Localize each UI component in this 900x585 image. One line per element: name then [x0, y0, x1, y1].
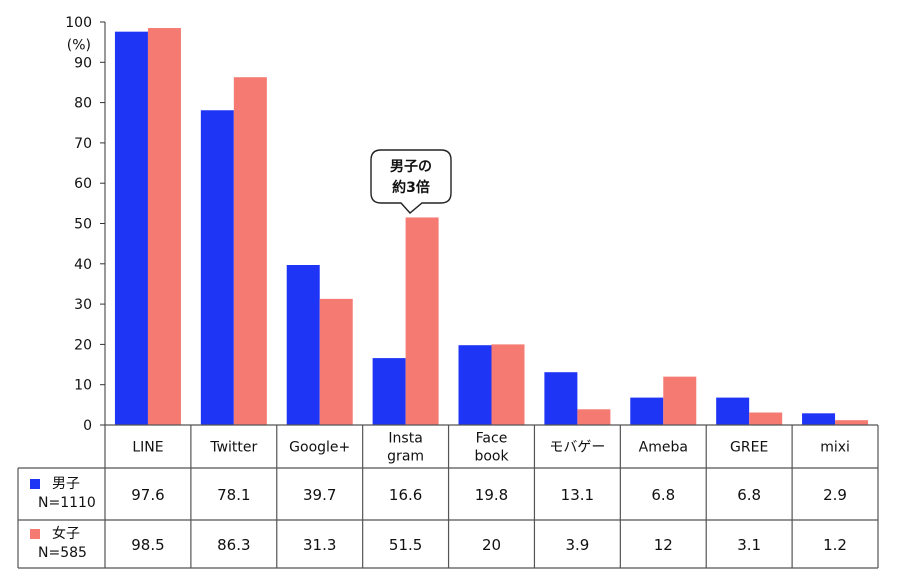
legend-swatch-female [30, 529, 40, 539]
x-category-label: mixi [820, 440, 850, 456]
x-category-label: book [474, 449, 509, 465]
bar-male-0 [114, 31, 148, 426]
data-cell-male-5: 13.1 [561, 486, 594, 504]
bar-male-7 [716, 397, 750, 425]
y-tick-label: 90 [74, 55, 92, 71]
legend-sample-female: N=585 [38, 545, 87, 561]
data-cell-female-3: 51.5 [389, 536, 422, 554]
x-category-label: Google+ [289, 440, 350, 456]
x-category-label: gram [387, 449, 424, 465]
bar-female-7 [749, 412, 783, 425]
y-unit-label: (%) [67, 37, 91, 53]
data-cell-female-7: 3.1 [737, 536, 761, 554]
bar-female-4 [491, 344, 525, 425]
x-category-label: GREE [730, 440, 768, 456]
legend-swatch-male [30, 479, 40, 489]
legend-sample-male: N=1110 [38, 495, 96, 511]
x-category-label: モバゲー [549, 440, 605, 456]
legend-label-male: 男子 [52, 476, 80, 492]
data-cell-female-5: 3.9 [565, 536, 589, 554]
data-cell-male-1: 78.1 [217, 486, 250, 504]
bar-female-8 [835, 420, 869, 425]
y-tick-label: 0 [83, 418, 92, 434]
y-tick-label: 40 [74, 257, 92, 273]
y-tick-label: 60 [74, 176, 92, 192]
data-cell-male-4: 19.8 [475, 486, 508, 504]
data-table: LINE Twitter Google+ Insta gram Face book モバゲー A… [17, 424, 879, 569]
bar-female-6 [663, 376, 697, 425]
bar-female-0 [147, 28, 181, 425]
bar-male-3 [372, 358, 406, 425]
data-cell-male-7: 6.8 [737, 486, 761, 504]
axis-layer: 0 10 20 30 40 50 60 70 80 90 100 (%) [65, 15, 106, 434]
y-tick-label: 100 [65, 15, 92, 31]
legend-label-female: 女子 [52, 525, 80, 542]
x-category-label: Twitter [209, 440, 257, 456]
y-tick-label: 80 [74, 96, 92, 112]
y-tick-label: 10 [74, 378, 92, 394]
y-tick-label: 70 [74, 136, 92, 152]
bar-female-1 [233, 77, 267, 425]
data-cell-female-8: 1.2 [823, 536, 847, 554]
bar-female-2 [319, 298, 353, 425]
data-cell-male-6: 6.8 [651, 486, 675, 504]
bar-male-2 [286, 265, 320, 425]
x-category-label: Face [476, 431, 508, 447]
bar-male-4 [458, 345, 492, 425]
data-cell-male-8: 2.9 [823, 486, 847, 504]
bar-male-8 [802, 413, 836, 425]
x-category-label: Ameba [639, 440, 688, 456]
data-cell-male-0: 97.6 [131, 486, 164, 504]
callout-bubble [370, 149, 452, 214]
x-category-label: Insta [388, 431, 422, 447]
bar-female-5 [577, 409, 611, 425]
x-category-label: LINE [132, 440, 163, 456]
callout-text: 約3倍 [392, 179, 430, 196]
bar-layer [114, 28, 869, 426]
callout-text: 男子の [390, 159, 432, 175]
bar-male-1 [200, 110, 234, 425]
bar-male-6 [630, 397, 664, 425]
data-cell-male-3: 16.6 [389, 486, 422, 504]
bar-female-3 [405, 217, 439, 425]
data-cell-female-4: 20 [482, 536, 501, 554]
y-tick-label: 20 [74, 337, 92, 353]
data-cell-female-6: 12 [654, 536, 673, 554]
data-cell-female-2: 31.3 [303, 536, 336, 554]
y-tick-label: 50 [74, 217, 92, 233]
data-cell-female-1: 86.3 [217, 536, 250, 554]
bar-male-5 [544, 372, 578, 425]
data-cell-female-0: 98.5 [131, 536, 164, 554]
data-cell-male-2: 39.7 [303, 486, 336, 504]
y-tick-label: 30 [74, 297, 92, 313]
